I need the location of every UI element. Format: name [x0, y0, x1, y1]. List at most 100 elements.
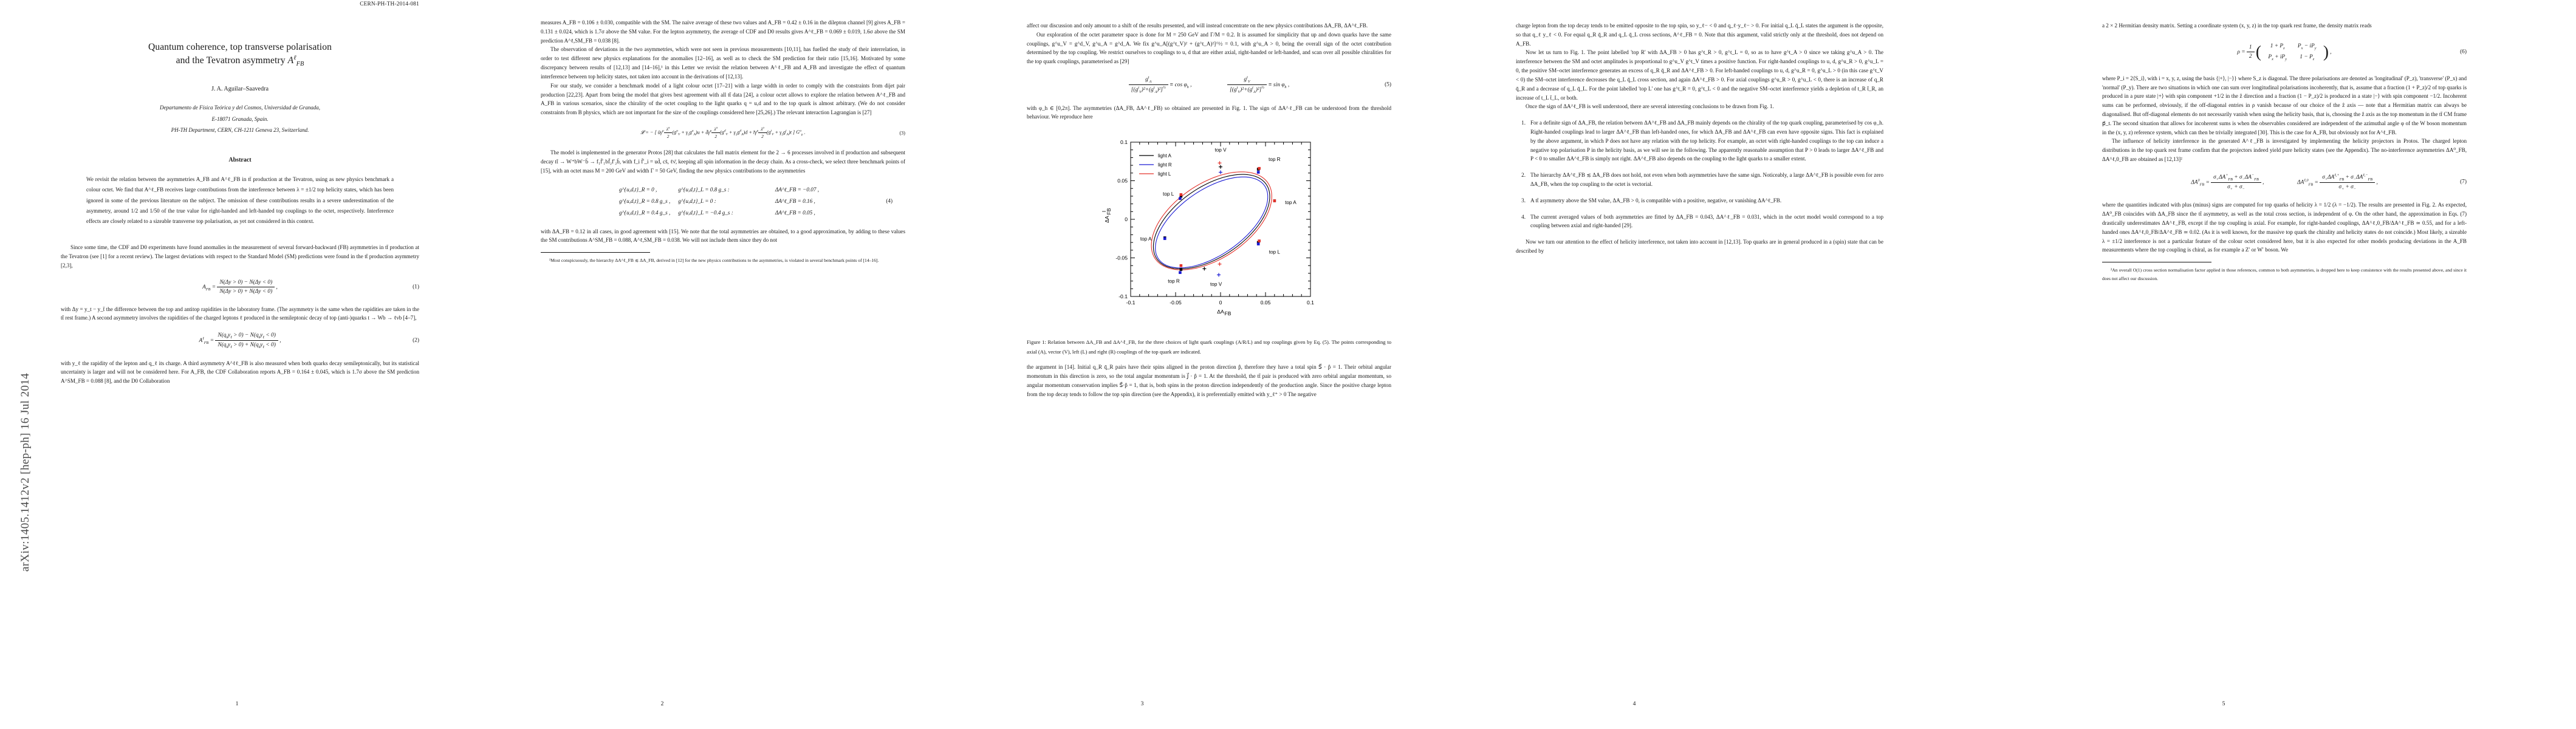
page3-paragraph-2: Our exploration of the octet parameter s… — [1027, 31, 1391, 65]
title-line-2-prefix: and the Tevatron asymmetry — [176, 55, 288, 66]
svg-text:0: 0 — [1125, 216, 1128, 222]
svg-text:-0.1: -0.1 — [1126, 299, 1136, 306]
benchmark-gL: g^{u,d,t}_L = 0.8 g_s : — [678, 186, 730, 193]
list-item-text: The current averaged values of both asym… — [1530, 213, 1883, 229]
page2-paragraph-5: with ΔA_FB = 0.12 in all cases, in good … — [541, 228, 905, 244]
equation-2-number: (2) — [413, 337, 419, 344]
svg-text:-0.05: -0.05 — [1115, 255, 1128, 261]
benchmark-table: g^{u,d,t}_R = 0 , g^{u,d,t}_L = 0.8 g_s … — [619, 184, 892, 219]
svg-text:light R: light R — [1158, 162, 1172, 168]
benchmark-row: g^{u,d,t}_R = 0 , g^{u,d,t}_L = 0.8 g_s … — [619, 184, 827, 196]
list-item: 4. The current averaged values of both a… — [1516, 213, 1883, 231]
page-3: affect our discussion and only amount to… — [923, 0, 1391, 729]
page-number-1: 1 — [235, 700, 239, 707]
list-item-text: The hierarchy ΔA^ℓ_FB ≲ ΔA_FB does not h… — [1530, 172, 1883, 187]
benchmark-gL: g^{u,d,t}_L = 0 : — [678, 197, 716, 204]
page-title: Quantum coherence, top transverse polari… — [61, 41, 419, 69]
list-item: 2. The hierarchy ΔA^ℓ_FB ≲ ΔA_FB does no… — [1516, 171, 1883, 189]
page2-paragraph-4: The model is implemented in the generato… — [541, 149, 905, 174]
list-item-number: 2. — [1521, 172, 1526, 179]
page2-footnote: ¹Most conspicuously, the hierarchy ΔA^ℓ_… — [549, 258, 879, 264]
svg-text:FB: FB — [1225, 310, 1231, 317]
page5-paragraph-2: where P_i = 2⟨S_i⟩, with i = x, y, z, us… — [2102, 75, 2467, 135]
benchmark-gR: g^{u,d,t}_R = 0.4 g_s , — [618, 209, 671, 216]
list-item-text: A tt̄ asymmetry above the SM value, ΔA_F… — [1530, 197, 1782, 204]
svg-text:top A: top A — [1140, 236, 1152, 242]
equation-6-number: (6) — [2460, 49, 2467, 55]
benchmark-gR: g^{u,d,t}_R = 0 , — [618, 186, 657, 193]
benchmark-row: g^{u,d,t}_R = 0.4 g_s , g^{u,d,t}_L = −0… — [619, 207, 827, 219]
svg-text:top L: top L — [1269, 250, 1281, 255]
page-number-4: 4 — [1632, 700, 1636, 707]
affiliation-3: PH-TH Department, CERN, CH-1211 Geneva 2… — [171, 127, 309, 134]
benchmark-row: g^{u,d,t}_R = 0.8 g_s , g^{u,d,t}_L = 0 … — [619, 196, 827, 207]
title-sub: FB — [296, 60, 304, 67]
page4-paragraph-4: Now we turn our attention to the effect … — [1516, 239, 1883, 255]
title-line-1: Quantum coherence, top transverse polari… — [148, 42, 332, 53]
benchmark-gL: g^{u,d,t}_L = −0.4 g_s : — [678, 209, 733, 216]
page-5: a 2 × 2 Hermitian density matrix. Settin… — [1908, 0, 2540, 729]
affiliation-1: Departamento de Física Teórica y del Cos… — [160, 104, 320, 111]
page3-paragraph-1: affect our discussion and only amount to… — [1027, 22, 1368, 29]
svg-text:top A: top A — [1285, 200, 1297, 205]
title-sup: ℓ — [293, 54, 296, 61]
equation-1: AFB = N(Δy > 0) − N(Δy < 0) N(Δy > 0) + N… — [202, 279, 419, 295]
equation-7: ΔA0FB = σ+ΔA+FB + σ−ΔA−FB σ+ + σ− , ΔAℓ,0… — [2191, 173, 2467, 192]
page3-paragraph-4: the argument in [14]. Initial q_R q̄_R p… — [1027, 364, 1391, 397]
page2-paragraph-1: measures A_FB = 0.106 ± 0.030, compatibl… — [541, 19, 905, 44]
svg-text:ΔA: ΔA — [1104, 216, 1110, 223]
svg-text:top R: top R — [1168, 279, 1180, 284]
page4-paragraph-3: Once the sign of ΔA^ℓ_FB is well underst… — [1526, 103, 1774, 110]
list-item-number: 3. — [1521, 197, 1526, 204]
benchmark-result: ΔA^ℓ_FB = 0.05 , — [775, 209, 815, 216]
svg-text:light A: light A — [1158, 153, 1171, 159]
conclusion-list: 1. For a definite sign of ΔA_FB, the rel… — [1516, 118, 1883, 230]
report-number: CERN-PH-TH-2014-081 — [360, 1, 419, 7]
figure-1: -0.1 -0.05 0 0.05 0.1 -0.1 -0.05 0 0.05 0.1 ΔA FB ΔA… — [1027, 131, 1391, 357]
equation-2: AℓFB = N(qℓyℓ > 0) − N(qℓyℓ < 0) N(qℓyℓ >… — [199, 332, 419, 350]
benchmark-result: ΔA^ℓ_FB = −0.07 , — [775, 186, 820, 193]
equation-3: 𝓛 = − [ ūγμ λa 2 (guV + γ5guA)u + d̄γμ λa 2 (g… — [640, 126, 905, 139]
list-item: 1. For a definite sign of ΔA_FB, the rel… — [1516, 118, 1883, 163]
page-number-2: 2 — [660, 700, 664, 707]
page5-paragraph-3: The influence of helicity interference i… — [2102, 138, 2467, 163]
page-1: CERN-PH-TH-2014-081 Quantum coherence, t… — [36, 0, 437, 729]
svg-text:top R: top R — [1269, 157, 1281, 162]
svg-text:0.1: 0.1 — [1120, 139, 1128, 145]
equation-1-number: (1) — [413, 284, 419, 290]
abstract-text: We revisit the relation between the asym… — [86, 176, 394, 225]
page2-paragraph-3: For our study, we consider a benchmark m… — [541, 82, 905, 116]
title-symbol: A — [287, 55, 294, 66]
svg-text:top L: top L — [1163, 191, 1174, 197]
equation-5: gtA [(gtV)²+(gtA)²]½ ≡ cos φh , gtV [(gtV)… — [1027, 75, 1391, 95]
page4-paragraph-1: charge lepton from the top decay tends t… — [1516, 22, 1883, 47]
svg-text:FB: FB — [1106, 208, 1112, 215]
page2-paragraph-2: The observation of deviations in the two… — [541, 46, 905, 80]
page5-paragraph-1: a 2 × 2 Hermitian density matrix. Settin… — [2102, 22, 2372, 29]
affiliation-2: E-18071 Granada, Spain. — [211, 115, 269, 122]
page5-paragraph-4: where the quantities indicated with plus… — [2102, 202, 2467, 253]
footnote-rule — [541, 252, 650, 253]
author-name: J. A. Aguilar–Saavedra — [211, 86, 269, 93]
svg-text:-0.1: -0.1 — [1118, 293, 1128, 299]
list-item-text: For a definite sign of ΔA_FB, the relati… — [1530, 120, 1883, 162]
page-2: measures A_FB = 0.106 ± 0.030, compatibl… — [462, 0, 905, 729]
page1-paragraph-3: with y_ℓ the rapidity of the lepton and … — [61, 360, 419, 385]
list-item: 3. A tt̄ asymmetry above the SM value, Δ… — [1516, 196, 1883, 205]
benchmark-result: ΔA^ℓ_FB = 0.16 , — [775, 197, 815, 204]
list-item-number: 1. — [1521, 120, 1526, 126]
arxiv-stamp: arXiv:1405.1412v2 [hep-ph] 16 Jul 2014 — [19, 372, 32, 572]
svg-text:0.05: 0.05 — [1117, 178, 1128, 184]
equation-5-number: (5) — [1385, 81, 1391, 88]
page1-paragraph-2: with Δy = y_t − y_t̄ the difference betw… — [61, 306, 419, 321]
svg-text:ΔA: ΔA — [1217, 309, 1224, 315]
svg-text:0.05: 0.05 — [1261, 299, 1271, 306]
page3-paragraph-3: with φ_h ∈ [0,2π]. The asymmetries (ΔA_F… — [1027, 104, 1391, 120]
svg-text:l: l — [1101, 211, 1107, 212]
benchmark-gR: g^{u,d,t}_R = 0.8 g_s , — [618, 197, 671, 204]
svg-text:0.1: 0.1 — [1307, 299, 1314, 306]
svg-text:light L: light L — [1158, 171, 1171, 177]
